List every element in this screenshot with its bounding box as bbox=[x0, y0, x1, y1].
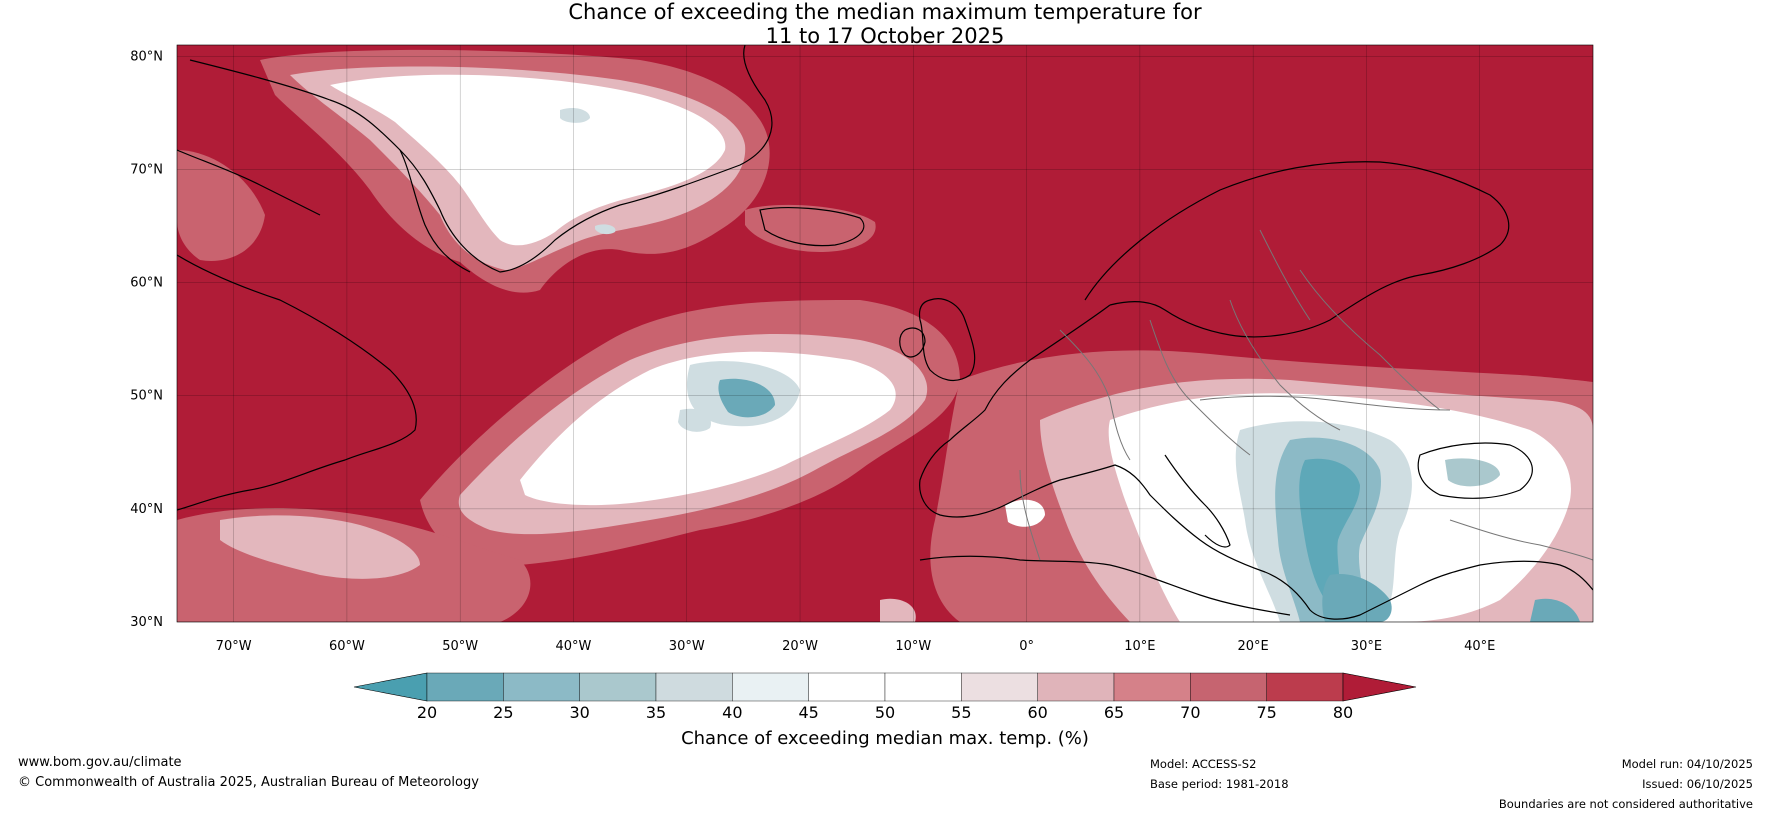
baffin-coast bbox=[177, 149, 321, 216]
map-frame bbox=[176, 44, 1594, 623]
boundaries-disclaimer: Boundaries are not considered authoritat… bbox=[1498, 797, 1753, 811]
model-run-date: Model run: 04/10/2025 bbox=[1621, 757, 1753, 771]
colorbar-bin bbox=[579, 672, 657, 702]
lon-label: 20°E bbox=[1238, 639, 1269, 654]
colorbar-tick: 20 bbox=[417, 703, 437, 722]
lon-label: 40°E bbox=[1464, 639, 1495, 654]
colorbar-tick: 75 bbox=[1256, 703, 1276, 722]
colorbar-tick: 60 bbox=[1027, 703, 1047, 722]
lon-label: 30°E bbox=[1351, 639, 1382, 654]
lat-label: 50°N bbox=[130, 389, 163, 404]
colorbar-bin bbox=[961, 672, 1038, 702]
country-borders bbox=[1019, 229, 1593, 561]
greenland-neutral bbox=[330, 74, 726, 246]
colorbar-tick: 55 bbox=[951, 703, 971, 722]
levant-below bbox=[1530, 598, 1580, 622]
lat-label: 80°N bbox=[130, 49, 163, 64]
black-sea-coast bbox=[1417, 442, 1533, 499]
issued-date: Issued: 06/10/2025 bbox=[1642, 777, 1753, 791]
colorbar-bin bbox=[884, 672, 962, 702]
colorbar-tick: 30 bbox=[569, 703, 589, 722]
north-africa-coast bbox=[919, 555, 1291, 616]
ireland-coast bbox=[899, 327, 926, 358]
greenland-west-coast bbox=[399, 149, 471, 273]
colorbar-bin bbox=[503, 672, 580, 702]
border-8 bbox=[1259, 229, 1311, 321]
colorbar-bin bbox=[426, 672, 504, 702]
colorbar-tick: 65 bbox=[1104, 703, 1124, 722]
lat-label: 30°N bbox=[130, 615, 163, 630]
colorbar-bin bbox=[1266, 672, 1344, 702]
lat-label: 60°N bbox=[130, 276, 163, 291]
lon-label: 10°E bbox=[1124, 639, 1155, 654]
iceland-coast bbox=[759, 207, 865, 247]
base-period: Base period: 1981-2018 bbox=[1150, 777, 1289, 791]
border-3 bbox=[1229, 299, 1341, 431]
colorbar-bin bbox=[1190, 672, 1267, 702]
coastlines bbox=[177, 45, 1593, 620]
border-1 bbox=[1059, 329, 1131, 461]
border-6 bbox=[1019, 469, 1041, 561]
mediterranean-below bbox=[1322, 574, 1392, 622]
subtropic-anomaly-mid bbox=[220, 515, 420, 579]
lon-label: 20°W bbox=[782, 639, 818, 654]
lon-label: 60°W bbox=[329, 639, 365, 654]
atlantic-below-3 bbox=[678, 408, 711, 432]
greenland-below bbox=[560, 107, 590, 123]
colorbar-extend-low bbox=[353, 672, 428, 702]
colorbar-bin bbox=[732, 672, 809, 702]
uk-coast bbox=[918, 298, 976, 382]
lon-label: 0° bbox=[1019, 639, 1034, 654]
colorbar-bin bbox=[655, 672, 733, 702]
colorbar-bin bbox=[1037, 672, 1115, 702]
colorbar-tick: 45 bbox=[798, 703, 818, 722]
north-africa-neutral bbox=[880, 598, 916, 622]
website-link[interactable]: www.bom.gov.au/climate bbox=[18, 755, 182, 770]
colorbar-tick: 70 bbox=[1180, 703, 1200, 722]
colorbar-label: Chance of exceeding median max. temp. (%… bbox=[681, 728, 1089, 749]
colorbar-extend-high bbox=[1342, 672, 1417, 702]
balkans-below-strong bbox=[1299, 458, 1360, 610]
atlantic-below-2 bbox=[718, 378, 775, 418]
lon-label: 40°W bbox=[556, 639, 592, 654]
greenland-below-2 bbox=[595, 224, 616, 235]
graticule bbox=[177, 45, 1593, 622]
greenland-coast bbox=[189, 45, 773, 273]
model-name: Model: ACCESS-S2 bbox=[1150, 757, 1257, 771]
copyright-notice: © Commonwealth of Australia 2025, Austra… bbox=[18, 775, 479, 790]
border-7 bbox=[1449, 519, 1593, 561]
iceland-anomaly bbox=[745, 204, 876, 252]
lon-label: 50°W bbox=[442, 639, 478, 654]
latitude-labels: 80°N 70°N 60°N 50°N 40°N 30°N bbox=[130, 49, 163, 630]
map-area bbox=[177, 45, 1593, 622]
colorbar-tick: 50 bbox=[875, 703, 895, 722]
longitude-labels: 70°W 60°W 50°W 40°W 30°W 20°W 10°W 0° 10°E 20°E 30… bbox=[216, 639, 1496, 654]
iberia-neutral bbox=[1005, 499, 1045, 527]
map-title: Chance of exceeding the median maximum t… bbox=[0, 0, 1770, 48]
europe-main-coast bbox=[919, 304, 1593, 620]
title-line-1: Chance of exceeding the median maximum t… bbox=[568, 0, 1202, 24]
colorbar-tick: 40 bbox=[722, 703, 742, 722]
colorbar-bin bbox=[808, 672, 886, 702]
border-2 bbox=[1149, 319, 1251, 456]
lon-label: 10°W bbox=[895, 639, 931, 654]
italy-coast bbox=[1164, 454, 1231, 548]
colorbar-tick: 35 bbox=[646, 703, 666, 722]
colorbar: 20 25 30 35 40 45 50 55 60 65 70 75 80 bbox=[353, 672, 1417, 722]
black-sea-below bbox=[1445, 458, 1500, 487]
canada-coast bbox=[177, 254, 417, 511]
lon-label: 30°W bbox=[669, 639, 705, 654]
lon-label: 70°W bbox=[216, 639, 252, 654]
colorbar-tick: 25 bbox=[493, 703, 513, 722]
border-4 bbox=[1299, 269, 1441, 411]
lat-label: 70°N bbox=[130, 162, 163, 177]
colorbar-bin bbox=[1113, 672, 1191, 702]
border-5 bbox=[1199, 395, 1451, 411]
title-line-2: 11 to 17 October 2025 bbox=[765, 24, 1005, 48]
colorbar-tick: 80 bbox=[1333, 703, 1353, 722]
scandinavia-coast bbox=[1084, 161, 1510, 338]
lat-label: 40°N bbox=[130, 502, 163, 517]
west-edge-anomaly bbox=[177, 150, 265, 261]
